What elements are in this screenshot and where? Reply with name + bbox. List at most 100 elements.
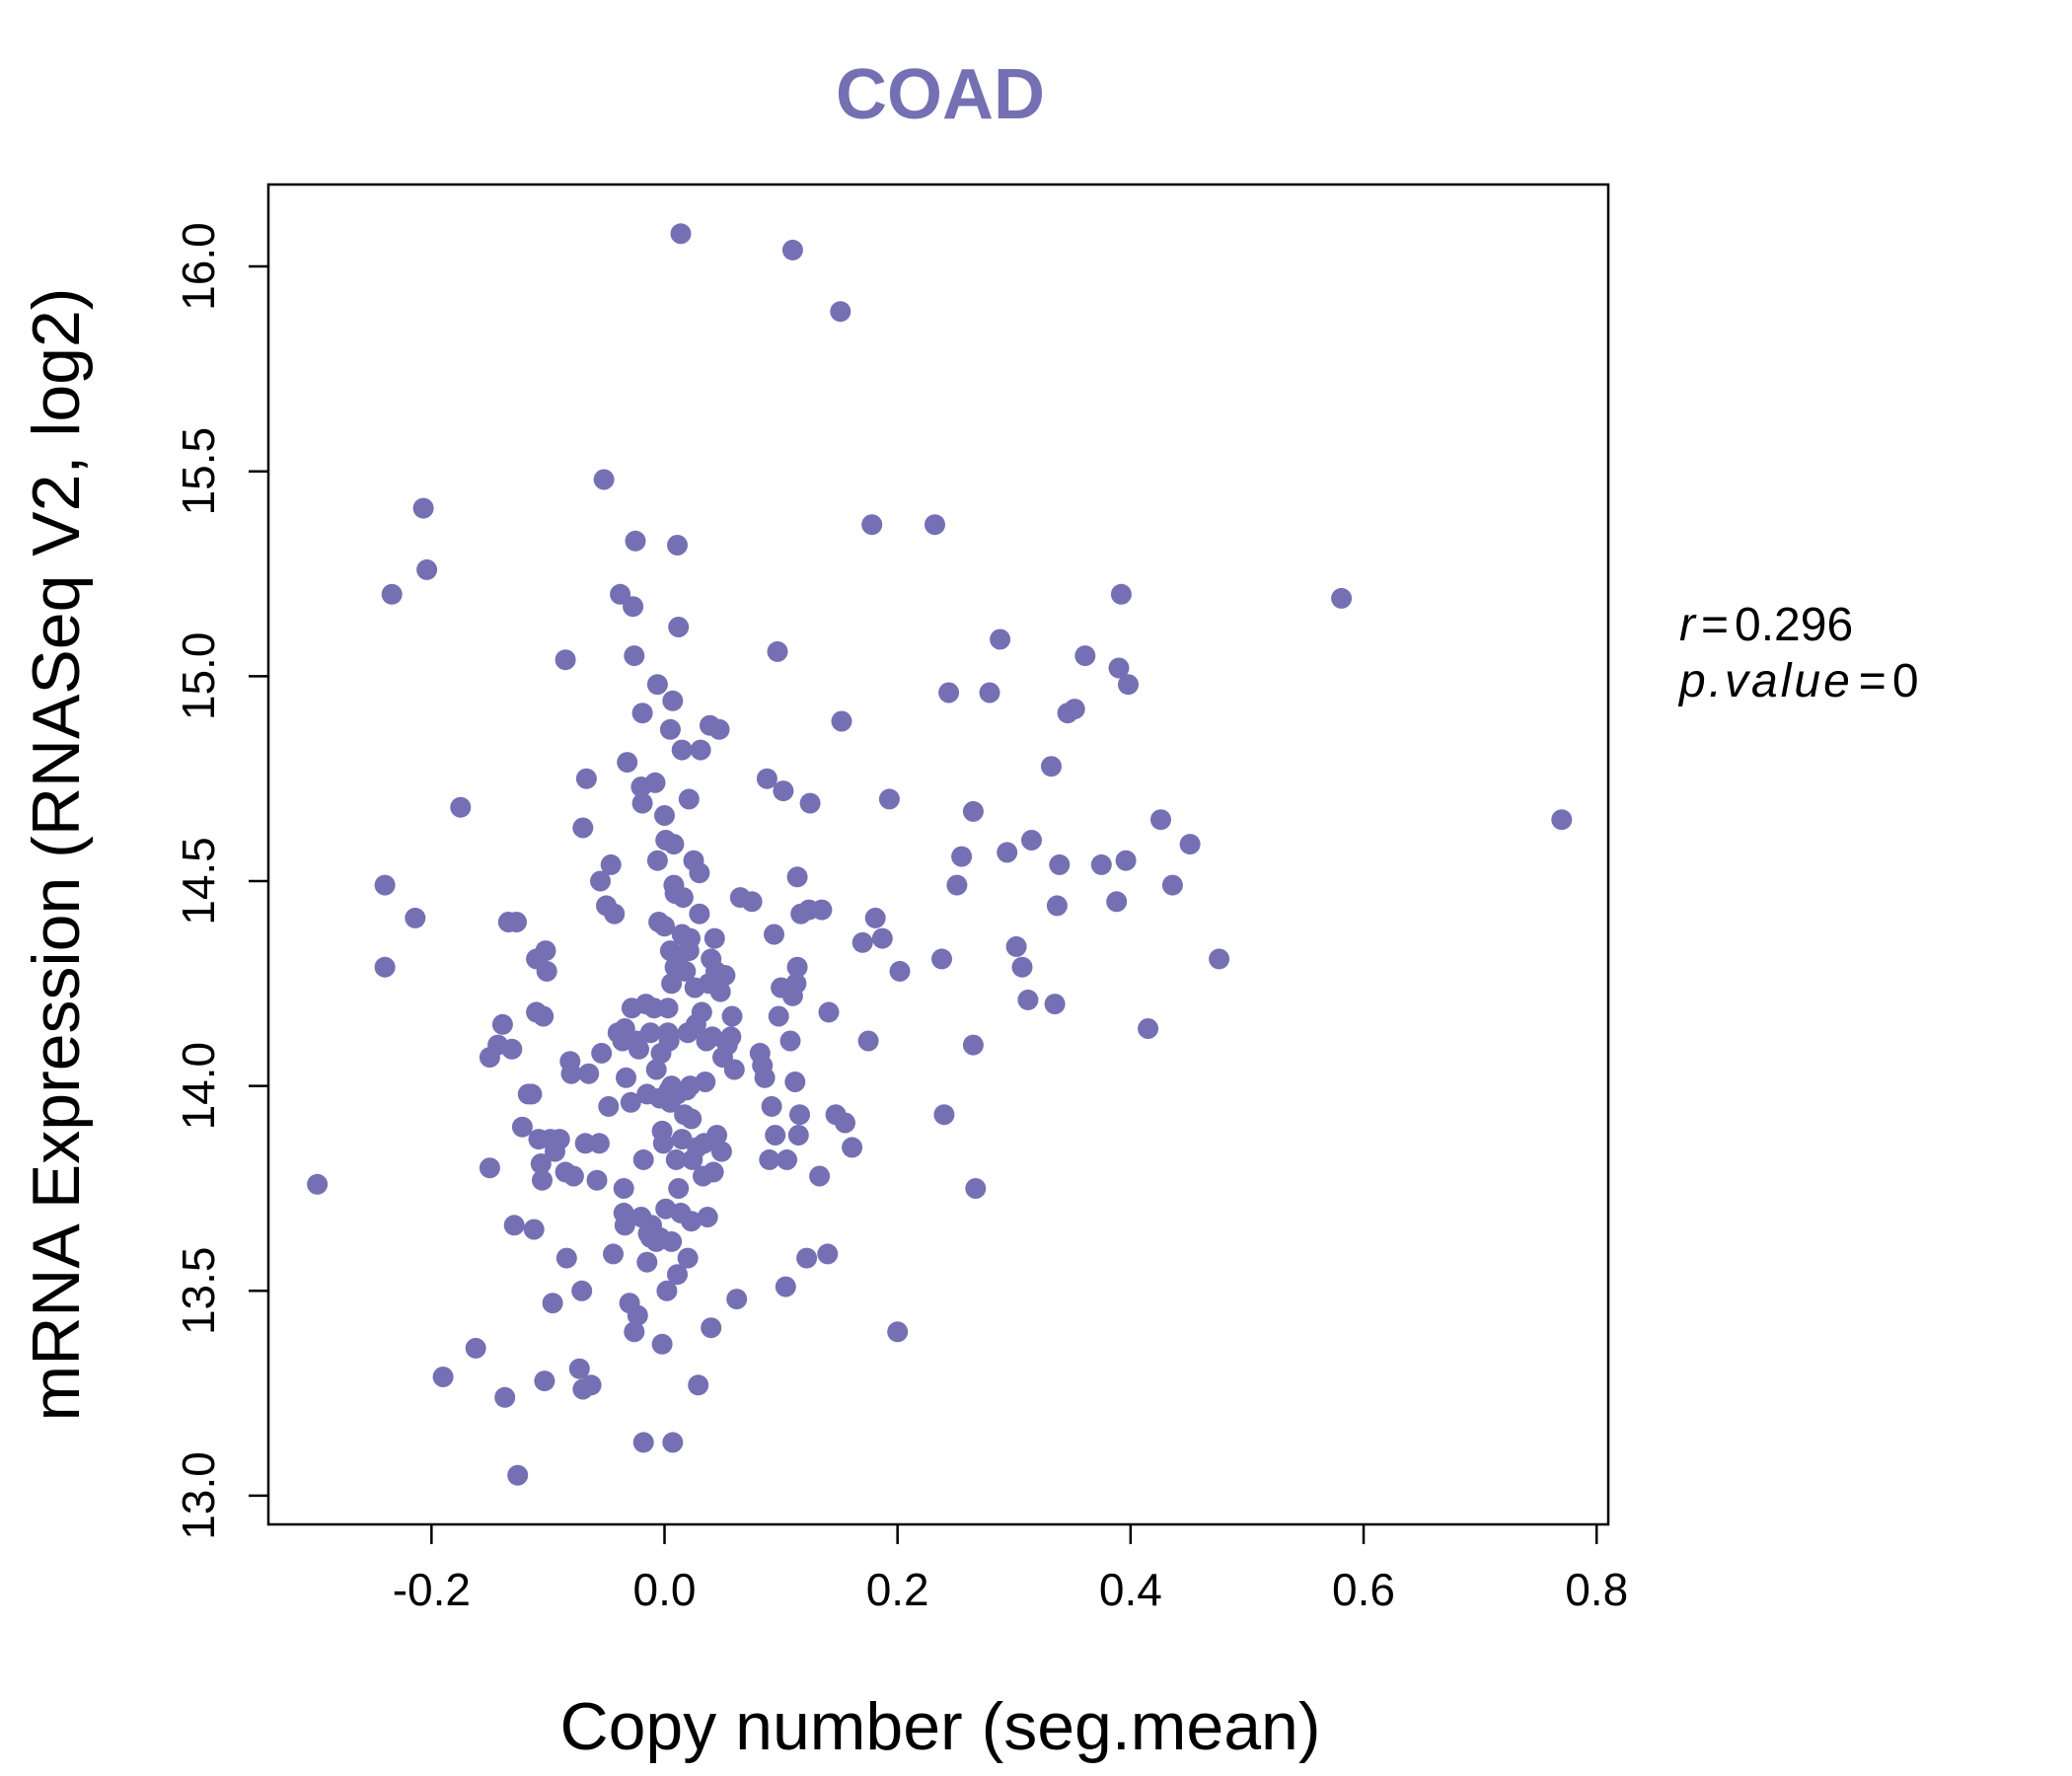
data-point bbox=[631, 792, 653, 814]
data-point bbox=[662, 1432, 684, 1453]
data-point bbox=[614, 1215, 635, 1236]
data-point bbox=[381, 583, 403, 605]
data-point bbox=[681, 1211, 703, 1232]
data-point bbox=[665, 1148, 687, 1170]
data-point bbox=[374, 956, 396, 978]
data-point bbox=[1074, 645, 1096, 667]
x-tick-label: 0.6 bbox=[1332, 1564, 1395, 1615]
data-point bbox=[652, 1133, 674, 1154]
data-point bbox=[835, 1112, 855, 1134]
data-point bbox=[646, 850, 668, 871]
p-label: p.value bbox=[1677, 655, 1853, 707]
data-point bbox=[670, 223, 692, 245]
data-point bbox=[542, 1293, 563, 1314]
data-point bbox=[799, 792, 821, 814]
data-point bbox=[450, 796, 472, 818]
data-point bbox=[979, 682, 1000, 703]
x-tick-label: 0.2 bbox=[866, 1564, 929, 1615]
data-point bbox=[857, 1030, 879, 1052]
data-point bbox=[1118, 674, 1139, 696]
y-tick-label: 13.5 bbox=[173, 1247, 224, 1336]
data-point bbox=[624, 1321, 645, 1343]
data-point bbox=[661, 973, 683, 995]
data-point bbox=[726, 1289, 748, 1310]
data-point bbox=[689, 862, 710, 884]
data-point bbox=[695, 1072, 716, 1092]
data-point bbox=[535, 940, 556, 962]
data-point bbox=[1150, 809, 1171, 831]
data-point bbox=[1046, 895, 1068, 917]
data-point bbox=[603, 1243, 624, 1265]
data-point bbox=[560, 1063, 582, 1084]
r-stat: r = 0.296 bbox=[1679, 599, 1853, 651]
data-point bbox=[1110, 583, 1132, 605]
data-point bbox=[1090, 853, 1112, 875]
data-point bbox=[663, 834, 685, 855]
data-point bbox=[571, 1280, 593, 1301]
data-point bbox=[946, 874, 968, 896]
data-point bbox=[786, 866, 808, 888]
data-point bbox=[1179, 834, 1201, 855]
data-point bbox=[785, 973, 807, 995]
data-point bbox=[1331, 587, 1353, 609]
data-point bbox=[962, 1034, 984, 1056]
data-point bbox=[690, 739, 711, 761]
data-point bbox=[817, 1243, 839, 1265]
data-point bbox=[1551, 809, 1573, 831]
data-point bbox=[706, 1125, 728, 1146]
plot-frame bbox=[266, 183, 1610, 1526]
data-point bbox=[572, 817, 594, 839]
data-point bbox=[831, 710, 852, 732]
data-point bbox=[631, 703, 653, 724]
r-label: r bbox=[1679, 599, 1697, 651]
data-point bbox=[521, 1083, 543, 1105]
data-point bbox=[773, 780, 794, 802]
data-point bbox=[667, 535, 688, 555]
data-point bbox=[768, 1005, 789, 1027]
data-point bbox=[580, 1374, 602, 1396]
data-point bbox=[997, 842, 1018, 863]
data-point bbox=[871, 927, 893, 949]
data-point bbox=[1049, 853, 1071, 875]
data-point bbox=[761, 1095, 782, 1117]
data-point bbox=[562, 1165, 584, 1187]
data-point bbox=[507, 1464, 529, 1486]
correlation-stats: r = 0.296 p.value = 0 bbox=[1677, 599, 1919, 707]
data-point bbox=[708, 718, 730, 740]
r-value: 0.296 bbox=[1735, 599, 1853, 651]
data-point bbox=[675, 960, 697, 982]
data-point bbox=[593, 469, 615, 490]
y-tick-label: 14.0 bbox=[173, 1042, 224, 1131]
data-point bbox=[668, 617, 690, 637]
data-point bbox=[1106, 891, 1128, 913]
r-equals: = bbox=[1701, 599, 1729, 651]
data-point bbox=[600, 853, 622, 875]
data-point bbox=[933, 1104, 955, 1126]
p-stat: p.value = 0 bbox=[1677, 655, 1919, 707]
data-point bbox=[1108, 657, 1130, 679]
data-point bbox=[851, 931, 873, 953]
data-point bbox=[723, 1059, 745, 1080]
data-point bbox=[671, 739, 693, 761]
data-point bbox=[598, 1095, 620, 1117]
data-point bbox=[578, 1063, 600, 1084]
data-point bbox=[965, 1178, 987, 1199]
data-point bbox=[703, 1161, 724, 1183]
data-point bbox=[1044, 994, 1066, 1015]
y-tick-label: 13.0 bbox=[173, 1451, 224, 1540]
data-point bbox=[925, 514, 945, 536]
data-point bbox=[784, 1072, 806, 1092]
data-point bbox=[523, 1219, 545, 1240]
data-point bbox=[1017, 989, 1039, 1010]
data-point bbox=[702, 1026, 723, 1048]
y-tick-label: 15.5 bbox=[173, 427, 224, 516]
data-point bbox=[809, 1165, 831, 1187]
data-point bbox=[668, 1178, 690, 1199]
data-point bbox=[681, 1108, 703, 1130]
y-tick-label: 14.5 bbox=[173, 837, 224, 925]
data-point bbox=[1005, 935, 1027, 957]
data-point bbox=[432, 1367, 454, 1387]
data-point bbox=[532, 1169, 553, 1191]
data-point bbox=[405, 907, 426, 928]
